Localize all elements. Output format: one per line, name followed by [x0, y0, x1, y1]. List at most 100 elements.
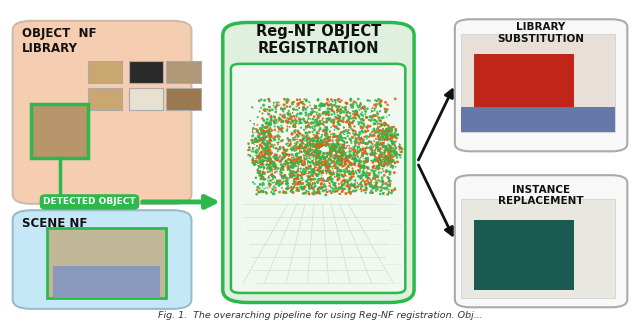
Point — [315, 118, 325, 123]
Point — [263, 156, 273, 161]
Point — [282, 169, 292, 175]
Point — [324, 131, 335, 137]
Point — [390, 148, 401, 154]
Point — [293, 102, 303, 108]
Point — [322, 143, 332, 148]
Point — [359, 158, 369, 164]
Point — [310, 190, 321, 195]
Point — [283, 136, 293, 141]
Point — [289, 99, 299, 105]
Point — [316, 136, 326, 141]
Point — [307, 152, 317, 157]
Point — [330, 143, 340, 148]
Point — [265, 122, 275, 127]
Point — [335, 114, 345, 119]
Point — [272, 140, 282, 146]
Point — [351, 170, 362, 175]
Point — [295, 142, 305, 148]
Point — [322, 163, 332, 169]
Point — [281, 152, 291, 157]
Point — [291, 147, 301, 152]
Point — [288, 172, 298, 177]
Point — [380, 158, 390, 163]
Point — [374, 116, 384, 121]
Point — [372, 165, 382, 171]
Point — [335, 158, 346, 163]
Point — [295, 97, 305, 103]
Point — [263, 130, 273, 136]
Point — [313, 149, 323, 155]
Point — [276, 180, 287, 186]
Point — [337, 155, 347, 161]
Point — [312, 117, 323, 122]
Point — [333, 135, 343, 140]
Point — [312, 139, 323, 145]
Point — [305, 119, 315, 124]
Point — [318, 176, 328, 181]
Point — [359, 123, 369, 128]
Point — [395, 145, 405, 150]
Point — [266, 160, 276, 165]
Point — [359, 149, 369, 155]
Point — [349, 156, 359, 161]
Point — [321, 161, 331, 166]
Point — [389, 160, 399, 165]
Point — [375, 162, 385, 167]
Point — [253, 184, 263, 190]
Point — [316, 121, 326, 126]
Point — [326, 140, 337, 145]
Point — [286, 121, 296, 126]
Point — [380, 121, 390, 126]
Point — [369, 156, 379, 161]
Point — [312, 148, 322, 154]
Point — [296, 131, 306, 137]
Point — [267, 172, 277, 177]
Point — [282, 151, 292, 156]
Point — [362, 115, 372, 120]
Point — [293, 134, 303, 139]
Point — [259, 139, 269, 145]
Point — [286, 157, 296, 163]
Point — [340, 174, 351, 179]
Point — [353, 168, 364, 173]
Point — [340, 146, 350, 151]
Point — [292, 160, 302, 165]
Point — [358, 129, 368, 135]
Point — [343, 114, 353, 120]
Point — [360, 106, 370, 111]
Point — [310, 135, 320, 140]
Point — [286, 146, 296, 152]
Point — [339, 131, 349, 137]
Point — [260, 134, 271, 139]
Point — [337, 130, 348, 135]
Point — [379, 173, 389, 178]
Point — [301, 113, 311, 118]
Point — [334, 185, 344, 191]
Point — [252, 128, 262, 134]
Point — [323, 117, 333, 122]
Point — [338, 147, 348, 152]
Point — [313, 113, 323, 119]
Point — [341, 191, 351, 196]
Point — [371, 188, 381, 193]
Point — [330, 149, 340, 155]
Point — [377, 187, 387, 193]
Point — [362, 174, 372, 179]
Point — [270, 105, 280, 110]
Point — [387, 128, 397, 134]
Point — [381, 158, 392, 163]
Point — [328, 121, 339, 126]
Point — [319, 156, 329, 161]
Point — [292, 111, 303, 117]
FancyBboxPatch shape — [129, 88, 163, 110]
Point — [349, 171, 360, 176]
Point — [310, 138, 321, 143]
Point — [299, 96, 309, 102]
Point — [381, 133, 392, 138]
Point — [300, 156, 310, 161]
Point — [316, 137, 326, 143]
Point — [294, 130, 305, 136]
Point — [313, 141, 323, 146]
Point — [390, 134, 400, 139]
Point — [327, 147, 337, 152]
